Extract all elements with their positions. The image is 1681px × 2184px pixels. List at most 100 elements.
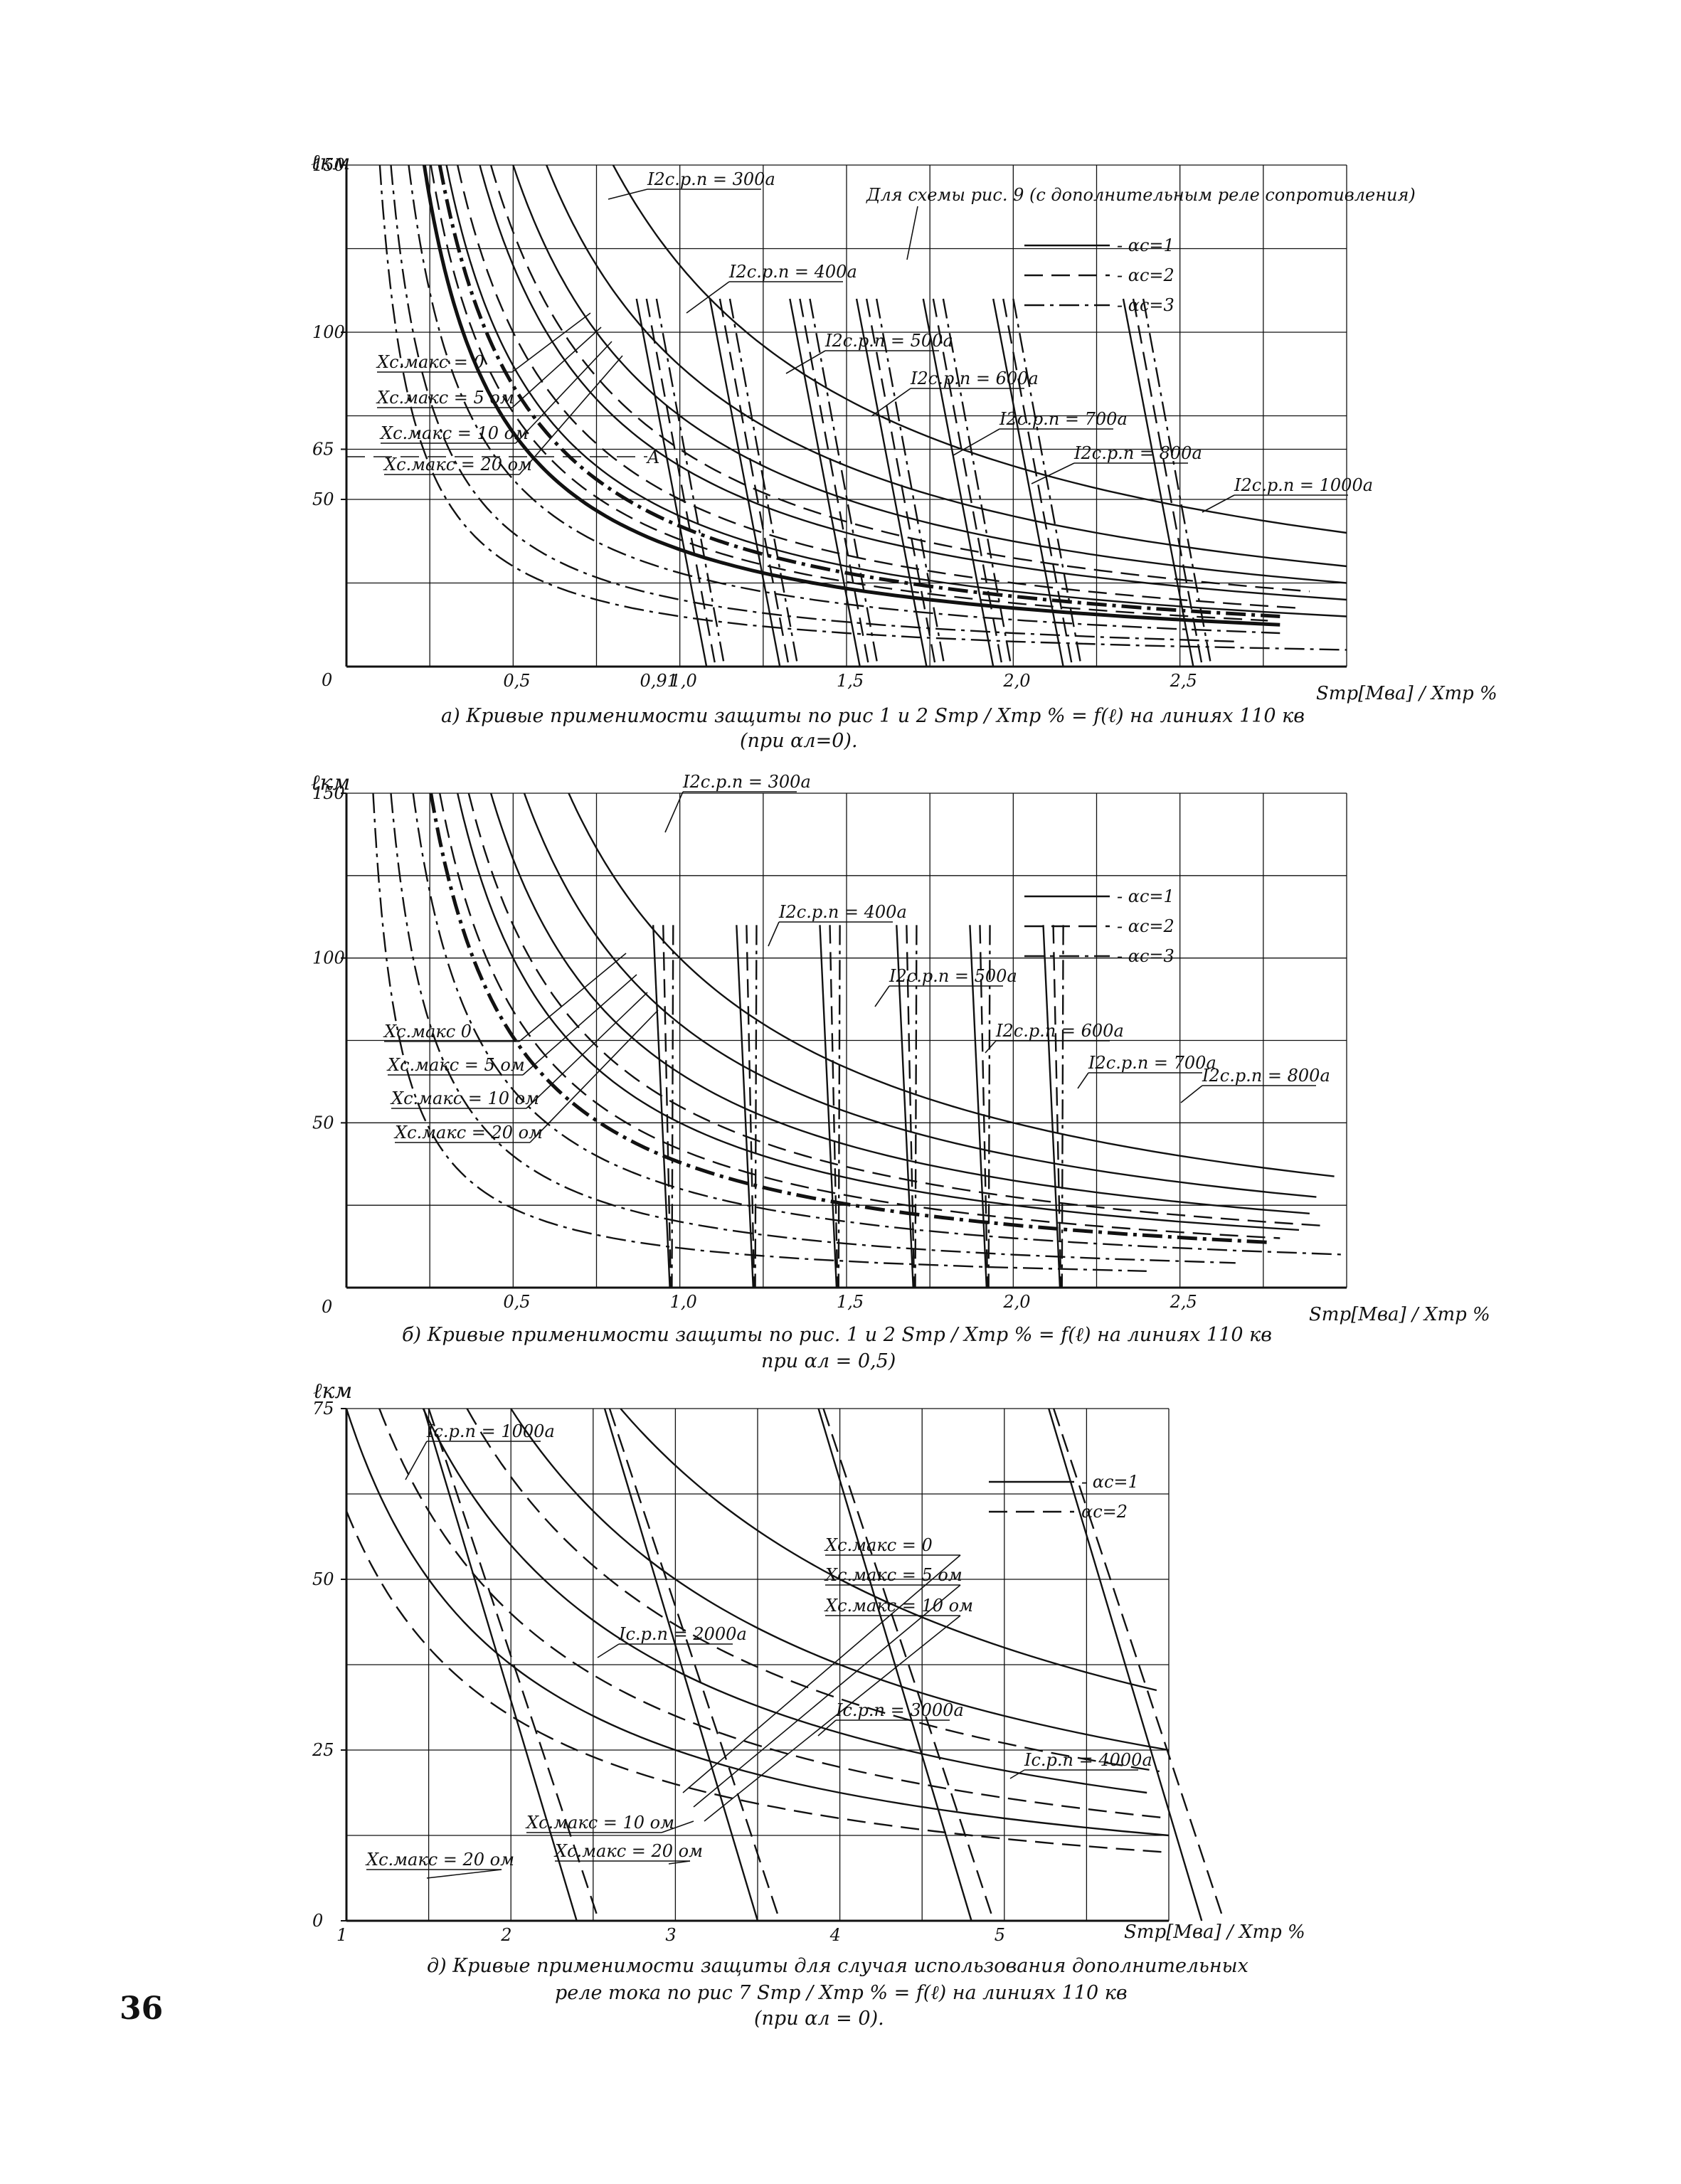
chart-a-current-line: [855, 298, 928, 667]
chart-b-current-line: [837, 925, 841, 1288]
chart-b-xc-labels: Xс.макс 0 Xс.макс = 5 ом Xс.макс = 10 ом Xс…: [383, 953, 659, 1143]
chart-b-xc-leader: [526, 992, 648, 1109]
chart-d-xc-leader: [682, 1554, 961, 1793]
chart-d-current-label: Iс.р.п = 2000а: [618, 1624, 747, 1644]
chart-a-series-line: [438, 164, 1280, 618]
chart-d-x-tick: 4: [829, 1925, 841, 1945]
chart-b-current-labels: I2с.р.п = 300а I2с.р.п = 400а I2с.р.п = 50…: [664, 772, 1330, 1103]
chart-d-xc-label: Xс.макс = 0: [824, 1535, 933, 1555]
chart-b-current-line: [829, 925, 839, 1288]
chart-b-current-leader: [985, 1040, 997, 1054]
chart-a-current-line: [709, 298, 781, 667]
chart-a-legend-label: - αс=1: [1117, 235, 1174, 255]
chart-a-current-line: [932, 298, 1004, 667]
chart-d-legend: - αс=1 αс=2: [989, 1472, 1139, 1522]
chart-a-ylabel: ℓкм: [311, 150, 350, 175]
chart-d-caption-1: д) Кривые применимости защиты для случая…: [427, 1955, 1248, 1977]
chart-a-y-tick: 65: [312, 440, 334, 460]
note-leader: [906, 206, 918, 260]
chart-b-xlabel: Sтр[Mва] / Xтр %: [1309, 1304, 1490, 1325]
chart-a-origin: 0: [322, 670, 332, 690]
chart-a-series-line: [546, 164, 1347, 568]
chart-a-current-line: [1122, 298, 1194, 667]
chart-d-current-label: Iс.р.п = 4000а: [1024, 1750, 1152, 1770]
chart-a-current-label: I2с.р.п = 500а: [824, 331, 953, 351]
chart-d-xc-leader: [693, 1584, 961, 1808]
chart-b-current-leader: [1180, 1085, 1203, 1103]
chart-b-current-label: I2с.р.п = 700а: [1088, 1053, 1216, 1073]
chart-b-current-line: [671, 925, 674, 1288]
chart-a-x-tick: 2,5: [1170, 671, 1197, 691]
chart-b-series-line: [467, 793, 1325, 1227]
chart-b-current-label: I2с.р.п = 300а: [682, 772, 811, 792]
chart-d-x-tick: 1: [336, 1925, 347, 1945]
chart-a-current-label: I2с.р.п = 800а: [1073, 443, 1202, 463]
chart-a-current-line: [789, 298, 861, 667]
chart-d-current-line: [603, 1408, 759, 1921]
chart-b-y-tick: 150: [312, 783, 345, 803]
chart-a-current-line: [1012, 298, 1083, 667]
chart-b-current-line: [1061, 925, 1064, 1288]
chart-a-xc-label: Xс.макс = 0: [376, 352, 484, 372]
chart-b-xc-label: Xс.макс = 10 ом: [390, 1088, 539, 1108]
chart-b-current-leader: [664, 791, 684, 833]
chart-a-xc-label: Xс.макс = 20 ом: [383, 455, 532, 475]
chart-a-y-tick: 150: [312, 155, 345, 175]
chart-b-current-line: [1042, 925, 1061, 1288]
chart-a-current-line: [1142, 298, 1212, 667]
chart-d-current-line: [817, 1408, 972, 1921]
chart-a-series-line: [445, 164, 1347, 617]
chart-d-current-line: [608, 1408, 781, 1921]
chart-b-xc-leader: [529, 1009, 659, 1143]
chart-a-y-tick: 100: [312, 322, 345, 342]
page-number: 36: [120, 1990, 164, 2027]
chart-d-current-line: [1053, 1408, 1225, 1921]
chart-d-xc-label: Xс.макс = 20 ом: [365, 1850, 514, 1870]
chart-d-current-labels: Iс.р.п = 1000а Iс.р.п = 2000а Iс.р.п = 300…: [405, 1421, 1152, 1779]
chart-a-x-tick: 1,0: [670, 671, 697, 691]
chart-a-current-leader: [1031, 462, 1075, 484]
chart-a-current-leader: [871, 388, 911, 417]
chart-b-origin: 0: [322, 1297, 332, 1317]
chart-d-caption-2: реле тока по рис 7 Sтр / Xтр % = f(ℓ) на…: [555, 1982, 1128, 2004]
chart-a-current-line: [942, 298, 1012, 667]
chart-b-current-leader: [768, 921, 780, 947]
chart-a-current-line: [799, 298, 870, 667]
chart-d-xc-label: Xс.макс = 5 ом: [824, 1565, 963, 1585]
chart-d-x-tick: 5: [995, 1925, 1005, 1945]
chart-a-current-leader: [686, 281, 730, 314]
chart-a-current-labels: I2с.р.п = 300а I2с.р.п = 400а I2с.р.п = 50…: [608, 169, 1373, 513]
chart-a-current-line: [655, 298, 726, 667]
chart-b-series-line: [457, 793, 1300, 1231]
chart-b-current-line: [914, 925, 918, 1288]
chart-d-caption-3: (при αл = 0).: [754, 2008, 884, 2030]
chart-b-caption-1: б) Кривые применимости защиты по рис. 1 …: [402, 1324, 1272, 1346]
chart-b-x-tick: 2,5: [1170, 1292, 1197, 1312]
chart-d-legend-label: αс=2: [1081, 1502, 1128, 1522]
chart-a-current-label: I2с.р.п = 700а: [999, 409, 1128, 429]
chart-a-series-line: [512, 164, 1347, 584]
chart-a-current-line: [809, 298, 879, 667]
chart-d-current-leader: [597, 1643, 620, 1658]
chart-a-current-line: [1002, 298, 1073, 667]
chart-d-current-leader: [405, 1441, 428, 1480]
chart-a-xc-label: Xс.макс = 10 ом: [379, 423, 529, 443]
chart-d-series-line: [620, 1408, 1157, 1692]
chart-a-legend-label: - αс=3: [1117, 295, 1174, 315]
chart-d-current-label: Iс.р.п = 3000а: [835, 1700, 964, 1720]
chart-b-xc-label: Xс.макс 0: [383, 1022, 472, 1041]
chart-b-current-leader: [1077, 1072, 1089, 1089]
chart-a-current-leader: [1202, 494, 1235, 513]
chart-d-xc-leader: [426, 1869, 502, 1879]
chart-d-xc-leader: [661, 1820, 694, 1833]
chart-b-series-line: [489, 793, 1310, 1214]
chart-d-series-line: [466, 1408, 1160, 1773]
chart-b-series-line: [372, 793, 1147, 1272]
chart-a-y-tick: 50: [312, 489, 334, 509]
chart-a-current-leader: [953, 428, 1000, 456]
chart-a-series-line: [422, 164, 1280, 627]
chart-d-y-tick: 50: [312, 1569, 334, 1589]
chart-a-note: Для схемы рис. 9 (с дополнительным реле …: [866, 185, 1416, 205]
chart-d-current-label: Iс.р.п = 1000а: [426, 1421, 555, 1441]
chart-b-legend-label: - αс=3: [1117, 946, 1174, 966]
